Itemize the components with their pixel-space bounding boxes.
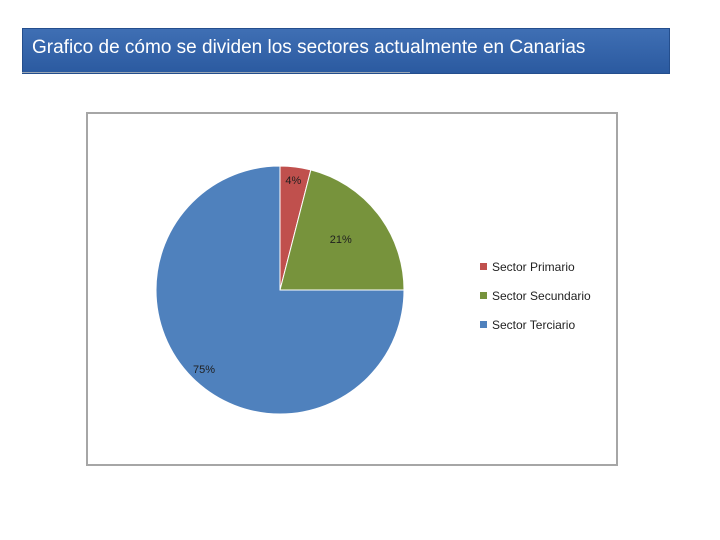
legend-swatch xyxy=(480,292,487,299)
data-label-2: 21% xyxy=(330,234,352,246)
slide-title-bar: Grafico de cómo se dividen los sectores … xyxy=(22,28,670,74)
chart-legend: Sector Primario Sector Secundario Sector T… xyxy=(480,252,591,339)
pie-slice-2 xyxy=(279,169,405,291)
legend-item-2: Sector Secundario xyxy=(480,281,591,310)
pie-chart: 4% 21% 75% xyxy=(155,165,405,415)
slide-title: Grafico de cómo se dividen los sectores … xyxy=(32,37,586,58)
chart-frame: 4% 21% 75% Sector Primario Sector Secundari… xyxy=(86,112,618,466)
legend-swatch xyxy=(480,263,487,270)
legend-item-1: Sector Primario xyxy=(480,252,591,281)
title-underline xyxy=(22,72,410,73)
pie-slice-3 xyxy=(155,165,405,415)
legend-item-3: Sector Terciario xyxy=(480,310,591,339)
data-label-1: 4% xyxy=(285,175,301,187)
legend-swatch xyxy=(480,321,487,328)
legend-label: Sector Secundario xyxy=(492,288,591,303)
legend-label: Sector Terciario xyxy=(492,317,576,332)
legend-label: Sector Primario xyxy=(492,259,575,274)
data-label-3: 75% xyxy=(193,364,215,376)
